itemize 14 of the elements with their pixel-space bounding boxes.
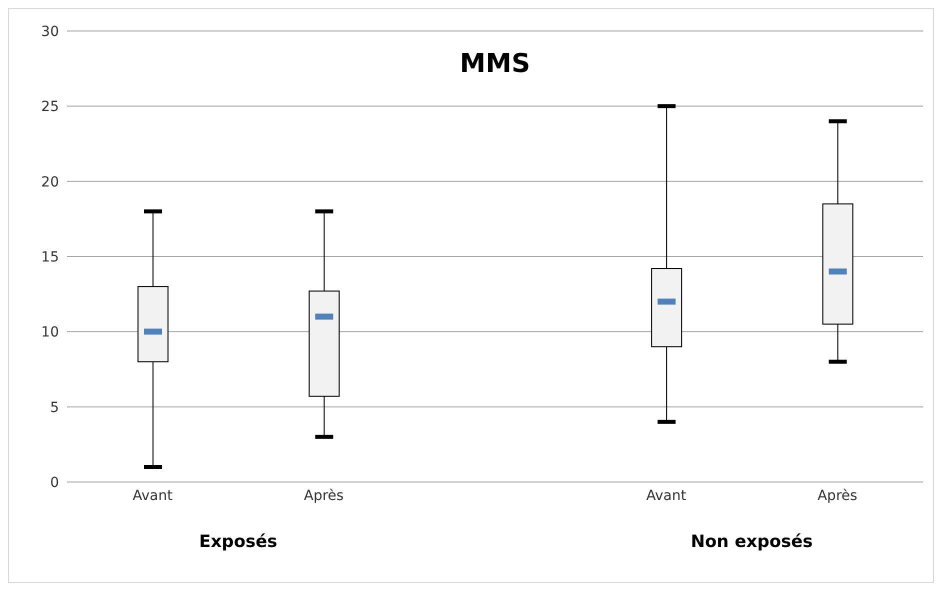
- x-tick-label: Après: [304, 488, 344, 504]
- x-tick-label: Avant: [132, 488, 174, 504]
- text: Non exposés: [690, 532, 814, 552]
- y-tick-label: 5: [50, 400, 59, 416]
- y-tick-label: 25: [41, 99, 59, 116]
- x-tick-label: Après: [817, 488, 858, 504]
- text: MMS: [458, 49, 532, 79]
- y-tick-label: 15: [41, 249, 59, 266]
- y-tick-label: 10: [41, 324, 59, 341]
- x-tick-label: Avant: [646, 488, 687, 504]
- y-tick-label: 30: [41, 24, 59, 40]
- y-tick-label: 0: [50, 474, 59, 491]
- text: Exposés: [198, 532, 278, 552]
- y-tick-label: 20: [41, 174, 59, 190]
